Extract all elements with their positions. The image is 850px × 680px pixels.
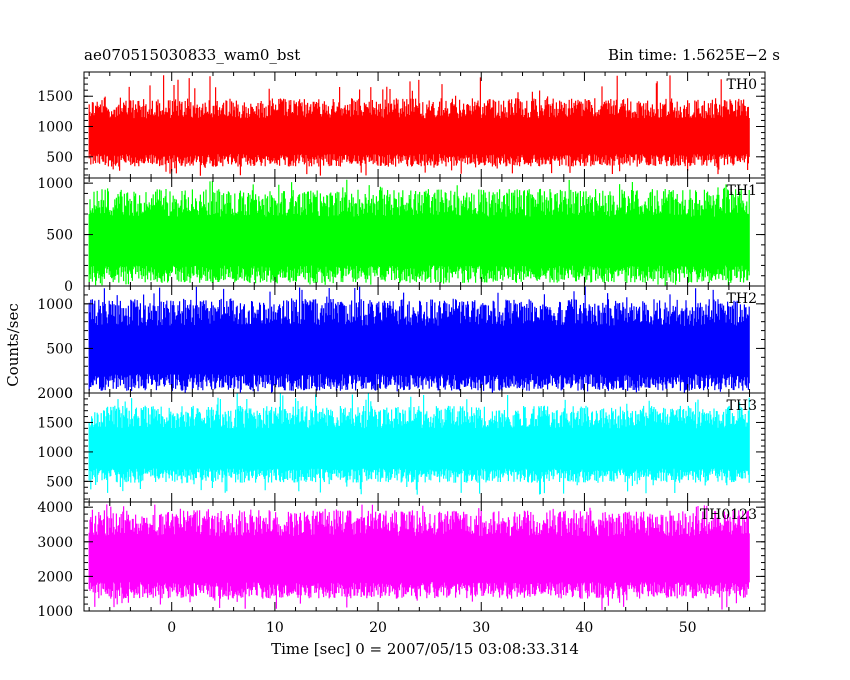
- y-tick-label: 1000: [37, 604, 73, 620]
- series-th1: [88, 179, 750, 286]
- chart-title-right: Bin time: 1.5625E−2 s: [608, 46, 780, 64]
- x-tick-label: 0: [167, 620, 176, 636]
- series-th0: [88, 75, 750, 176]
- y-tick-label: 0: [64, 279, 73, 295]
- y-axis-label: Counts/sec: [4, 303, 22, 387]
- panels-group: 500 1000 1500 TH0 0 500 1000 TH1 0 500 1000 TH2 500 1…: [37, 71, 766, 620]
- y-tick-label: 3000: [37, 535, 73, 551]
- panel-frame: [83, 501, 766, 612]
- panel-th2: 0 500 1000 TH2: [37, 285, 766, 402]
- y-tick-label: 0: [64, 386, 73, 402]
- panel-name-label: TH3: [727, 398, 757, 414]
- y-tick-label: 4000: [37, 500, 73, 516]
- x-tick-label: 30: [472, 620, 490, 636]
- y-tick-label: 2000: [37, 569, 73, 585]
- chart-title-left: ae070515030833_wam0_bst: [84, 46, 300, 64]
- x-axis-label: Time [sec] 0 = 2007/05/15 03:08:33.314: [271, 640, 579, 658]
- y-tick-label: 500: [46, 341, 73, 357]
- panel-th1: 0 500 1000 TH1: [37, 176, 766, 295]
- panel-th0: 500 1000 1500 TH0: [37, 71, 766, 179]
- series-th3: [88, 393, 750, 495]
- y-tick-label: 1000: [37, 445, 73, 461]
- panel-name-label: TH1: [727, 183, 757, 199]
- y-tick-label: 1000: [37, 176, 73, 192]
- y-tick-label: 1500: [37, 415, 73, 431]
- panel-th3: 500 1000 1500 2000 TH3: [37, 386, 766, 503]
- y-tick-label: 2000: [37, 386, 73, 402]
- x-tick-label: 20: [369, 620, 387, 636]
- panel-name-label: TH0123: [700, 507, 757, 523]
- x-tick-labels: 0 10 20 30 40 50: [167, 620, 696, 636]
- y-tick-label: 500: [46, 228, 73, 244]
- y-tick-label: 1000: [37, 297, 73, 313]
- y-tick-label: 1500: [37, 89, 73, 105]
- panel-name-label: TH0: [727, 77, 757, 93]
- series-th2: [88, 286, 750, 393]
- y-tick-label: 1000: [37, 120, 73, 136]
- y-tick-label: 500: [46, 150, 73, 166]
- x-tick-label: 40: [576, 620, 594, 636]
- x-tick-label: 10: [266, 620, 284, 636]
- panel-name-label: TH2: [727, 291, 757, 307]
- x-tick-label: 50: [679, 620, 697, 636]
- y-tick-label: 500: [46, 474, 73, 490]
- panel-th0123: 1000 2000 3000 4000 TH0123: [37, 500, 766, 620]
- series-th0123: [88, 504, 750, 610]
